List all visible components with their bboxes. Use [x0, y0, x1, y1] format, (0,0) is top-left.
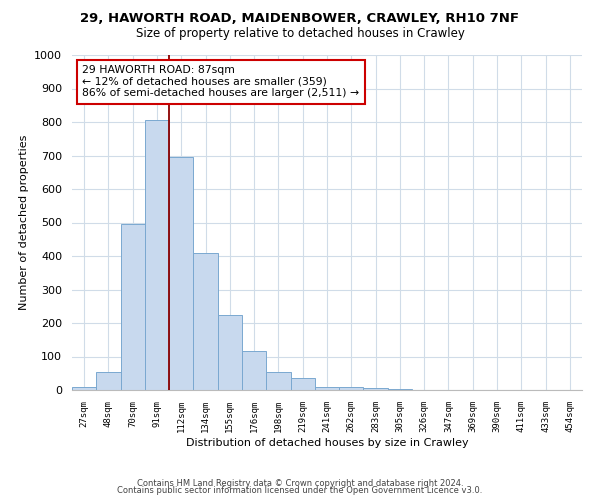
Bar: [339, 388, 364, 390]
Bar: [193, 252, 218, 390]
Text: Size of property relative to detached houses in Crawley: Size of property relative to detached ho…: [136, 28, 464, 40]
X-axis label: Distribution of detached houses by size in Crawley: Distribution of detached houses by size …: [185, 438, 469, 448]
Bar: [315, 386, 339, 390]
Bar: [121, 224, 145, 390]
Text: 29 HAWORTH ROAD: 87sqm
← 12% of detached houses are smaller (359)
86% of semi-de: 29 HAWORTH ROAD: 87sqm ← 12% of detached…: [82, 65, 359, 98]
Y-axis label: Number of detached properties: Number of detached properties: [19, 135, 29, 310]
Text: 29, HAWORTH ROAD, MAIDENBOWER, CRAWLEY, RH10 7NF: 29, HAWORTH ROAD, MAIDENBOWER, CRAWLEY, …: [80, 12, 520, 26]
Bar: [145, 120, 169, 390]
Bar: [364, 388, 388, 390]
Bar: [218, 314, 242, 390]
Bar: [96, 372, 121, 390]
Bar: [290, 378, 315, 390]
Bar: [266, 372, 290, 390]
Bar: [72, 388, 96, 390]
Text: Contains public sector information licensed under the Open Government Licence v3: Contains public sector information licen…: [118, 486, 482, 495]
Text: Contains HM Land Registry data © Crown copyright and database right 2024.: Contains HM Land Registry data © Crown c…: [137, 478, 463, 488]
Bar: [169, 157, 193, 390]
Bar: [242, 352, 266, 390]
